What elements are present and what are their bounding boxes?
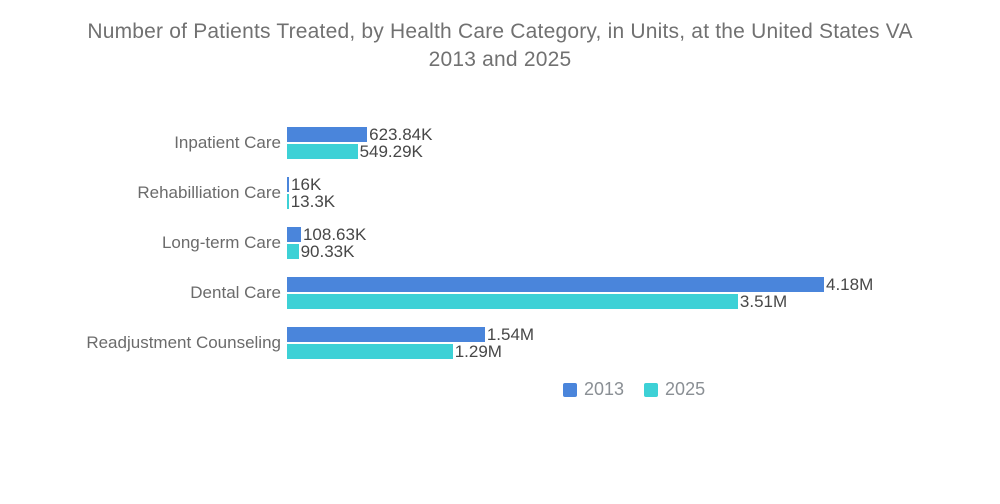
value-label-2013: 108.63K: [302, 225, 367, 244]
value-label-2013: 16K: [291, 175, 322, 194]
bar-line-2013: 4.18M: [287, 275, 874, 294]
value-label-2013: 4.18M: [826, 275, 874, 294]
bar-line-2025: 90.33K: [287, 242, 366, 261]
value-label-2025: 1.29M: [454, 342, 502, 361]
chart-row: Readjustment Counseling 1.54M 1.29M: [0, 318, 1000, 368]
bar-2025-rehabilliation-care[interactable]: [287, 194, 289, 209]
bar-line-2025: 13.3K: [287, 192, 336, 211]
bar-2013-long-term-care[interactable]: [287, 227, 301, 242]
chart-row: Dental Care 4.18M 3.51M: [0, 268, 1000, 318]
category-label: Dental Care: [190, 283, 281, 302]
bar-2013-rehabilliation-care[interactable]: [287, 177, 290, 192]
legend-swatch-2013: [563, 382, 577, 397]
chart-title: Number of Patients Treated, by Health Ca…: [0, 18, 1000, 74]
bar-2013-readjustment-counseling[interactable]: [287, 327, 485, 342]
category-label: Readjustment Counseling: [86, 333, 281, 352]
bar-2025-dental-care[interactable]: [287, 294, 738, 309]
bar-line-2013: 16K: [287, 175, 335, 194]
bar-2025-long-term-care[interactable]: [287, 244, 299, 259]
value-label-2025: 549.29K: [359, 142, 423, 161]
bar-line-2013: 108.63K: [287, 225, 367, 244]
plot-area: Inpatient Care 623.84K 549.29K Rehabilliati…: [0, 118, 1000, 368]
legend-item-2025[interactable]: 2025: [644, 379, 705, 400]
value-label-2025: 90.33K: [300, 242, 355, 261]
bar-2013-inpatient-care[interactable]: [287, 127, 368, 142]
legend-label-2013: 2013: [584, 379, 625, 399]
legend-item-2013[interactable]: 2013: [563, 379, 624, 400]
chart-title-line2: 2013 and 2025: [428, 48, 572, 71]
bar-2025-readjustment-counseling[interactable]: [287, 344, 453, 359]
legend-swatch-2025: [644, 382, 659, 397]
value-label-2013: 1.54M: [486, 325, 535, 344]
bar-group: 4.18M 3.51M: [287, 275, 874, 311]
chart-title-line1: Number of Patients Treated, by Health Ca…: [87, 20, 913, 43]
chart-row: Long-term Care 108.63K 90.33K: [0, 218, 1000, 268]
bar-group: 623.84K 549.29K: [287, 125, 433, 161]
bar-line-2013: 1.54M: [287, 325, 535, 344]
value-label-2025: 13.3K: [290, 192, 336, 211]
value-label-2025: 3.51M: [739, 292, 788, 311]
bar-line-2025: 3.51M: [287, 292, 873, 311]
legend-label-2025: 2025: [665, 379, 706, 399]
bar-group: 1.54M 1.29M: [287, 325, 535, 361]
bar-group: 108.63K 90.33K: [287, 225, 367, 261]
bar-line-2025: 1.29M: [287, 342, 534, 361]
bar-2013-dental-care[interactable]: [287, 277, 824, 292]
chart-row: Inpatient Care 623.84K 549.29K: [0, 118, 1000, 168]
bar-2025-inpatient-care[interactable]: [287, 144, 358, 159]
chart-row: Rehabilliation Care 16K 13.3K: [0, 168, 1000, 218]
legend: 2013 2025: [563, 379, 705, 400]
category-label: Rehabilliation Care: [137, 183, 281, 202]
bar-line-2013: 623.84K: [287, 125, 433, 144]
bar-group: 16K 13.3K: [287, 175, 336, 211]
category-label: Long-term Care: [161, 233, 281, 252]
value-label-2013: 623.84K: [369, 125, 433, 144]
category-label: Inpatient Care: [174, 133, 281, 152]
bar-line-2025: 549.29K: [287, 142, 432, 161]
